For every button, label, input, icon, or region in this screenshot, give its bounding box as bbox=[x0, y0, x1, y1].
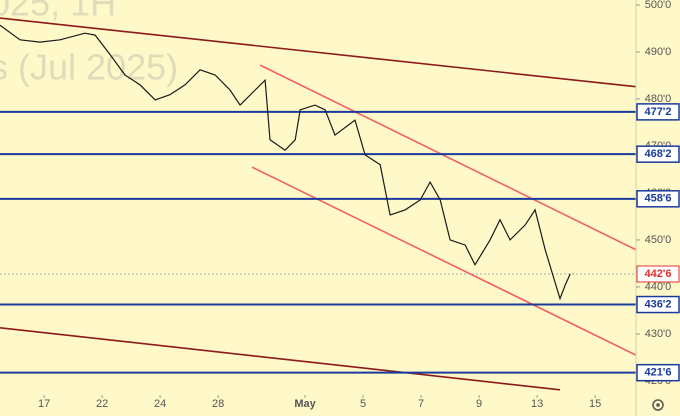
watermark-line: 025, 1H bbox=[0, 0, 116, 24]
watermark-line: es (Jul 2025) bbox=[0, 47, 178, 88]
axes: 420'0430'0440'0450'0460'0470'0480'0490'0… bbox=[38, 0, 680, 410]
y-tick-label: 500'0 bbox=[645, 0, 672, 11]
x-tick-label: 5 bbox=[360, 398, 366, 410]
x-tick-label: 22 bbox=[96, 398, 108, 410]
level-label-box bbox=[636, 363, 680, 382]
level-label: 458'6 bbox=[644, 193, 671, 205]
last-price-label: 442'6 bbox=[644, 268, 671, 280]
x-tick-label: 9 bbox=[476, 398, 482, 410]
x-tick-label: 17 bbox=[38, 398, 50, 410]
level-label-box bbox=[636, 145, 680, 163]
level-label-box bbox=[636, 295, 680, 314]
x-tick-label: 13 bbox=[531, 398, 543, 410]
level-label: 436'2 bbox=[644, 298, 671, 310]
y-tick-label: 430'0 bbox=[645, 328, 672, 340]
watermark: 025, 1H es (Jul 2025) bbox=[0, 0, 178, 88]
settings-icon bbox=[652, 399, 664, 411]
y-tick-label: 450'0 bbox=[645, 234, 672, 246]
x-tick-label: May bbox=[294, 398, 316, 410]
y-tick-label: 440'0 bbox=[645, 281, 672, 293]
trend-line bbox=[0, 17, 636, 88]
plot-area bbox=[0, 17, 636, 391]
settings-button[interactable] bbox=[652, 399, 664, 411]
x-tick-label: 24 bbox=[154, 398, 166, 410]
level-label-box bbox=[636, 103, 680, 121]
y-tick-label: 480'0 bbox=[645, 93, 672, 105]
level-label-box bbox=[636, 190, 680, 208]
level-label: 421'6 bbox=[644, 367, 671, 379]
trend-line bbox=[0, 327, 561, 391]
price-line bbox=[0, 24, 571, 301]
level-label: 477'2 bbox=[644, 106, 671, 118]
trend-line bbox=[259, 64, 636, 251]
settings-icon-center bbox=[656, 403, 660, 407]
level-label: 468'2 bbox=[644, 148, 671, 160]
x-tick-label: 7 bbox=[418, 398, 424, 410]
x-tick-label: 28 bbox=[212, 398, 224, 410]
x-tick-label: 15 bbox=[589, 398, 601, 410]
y-tick-label: 490'0 bbox=[645, 46, 672, 58]
last-price-box bbox=[636, 265, 680, 283]
